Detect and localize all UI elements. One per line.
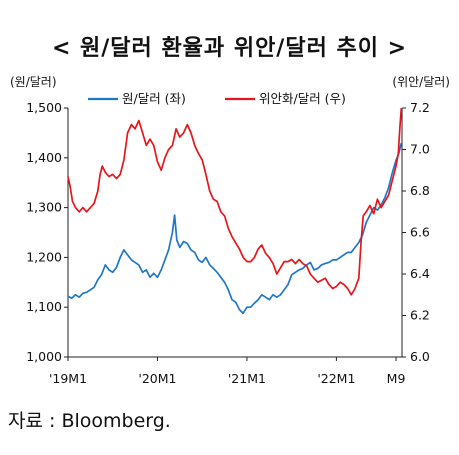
- left-tick-label: 1,100: [26, 299, 62, 314]
- x-tick-label: '20M1: [138, 371, 176, 386]
- series-group: [67, 107, 403, 315]
- left-tick-label: 1,400: [26, 150, 62, 165]
- x-tick-label: '19M1: [49, 371, 87, 386]
- right-tick-label: 6.6: [410, 225, 430, 240]
- left-tick-label: 1,200: [26, 249, 62, 264]
- source-note: 자료 : Bloomberg.: [8, 410, 171, 432]
- right-tick-label: 6.4: [410, 266, 430, 281]
- left-tick-label: 1,500: [26, 100, 62, 115]
- right-tick-label: 7.0: [410, 142, 430, 157]
- x-tick-label: M9: [387, 371, 406, 386]
- right-tick-label: 6.0: [410, 349, 430, 364]
- right-axis-label: (위안/달러): [392, 75, 450, 89]
- right-tick-label: 6.8: [410, 183, 430, 198]
- chart-title: < 원/달러 환율과 위안/달러 추이 >: [51, 36, 408, 61]
- left-axis-label: (원/달러): [10, 75, 57, 89]
- axes-group: 1,000 1,100 1,200 1,300 1,400 1,500 6.0 6.2 6.4 6…: [10, 75, 450, 386]
- right-tick-label: 6.2: [410, 308, 430, 323]
- x-tick-label: '22M1: [317, 371, 355, 386]
- cny-usd-line: [67, 107, 403, 296]
- legend-group: 원/달러 (좌) 위안화/달러 (우): [88, 91, 346, 106]
- legend-label: 위안화/달러 (우): [259, 91, 346, 106]
- right-tick-label: 7.2: [410, 100, 430, 115]
- legend-label: 원/달러 (좌): [122, 91, 186, 106]
- x-tick-label: '21M1: [228, 371, 266, 386]
- left-tick-label: 1,300: [26, 200, 62, 215]
- krw-usd-line: [67, 142, 403, 315]
- left-tick-label: 1,000: [26, 349, 62, 364]
